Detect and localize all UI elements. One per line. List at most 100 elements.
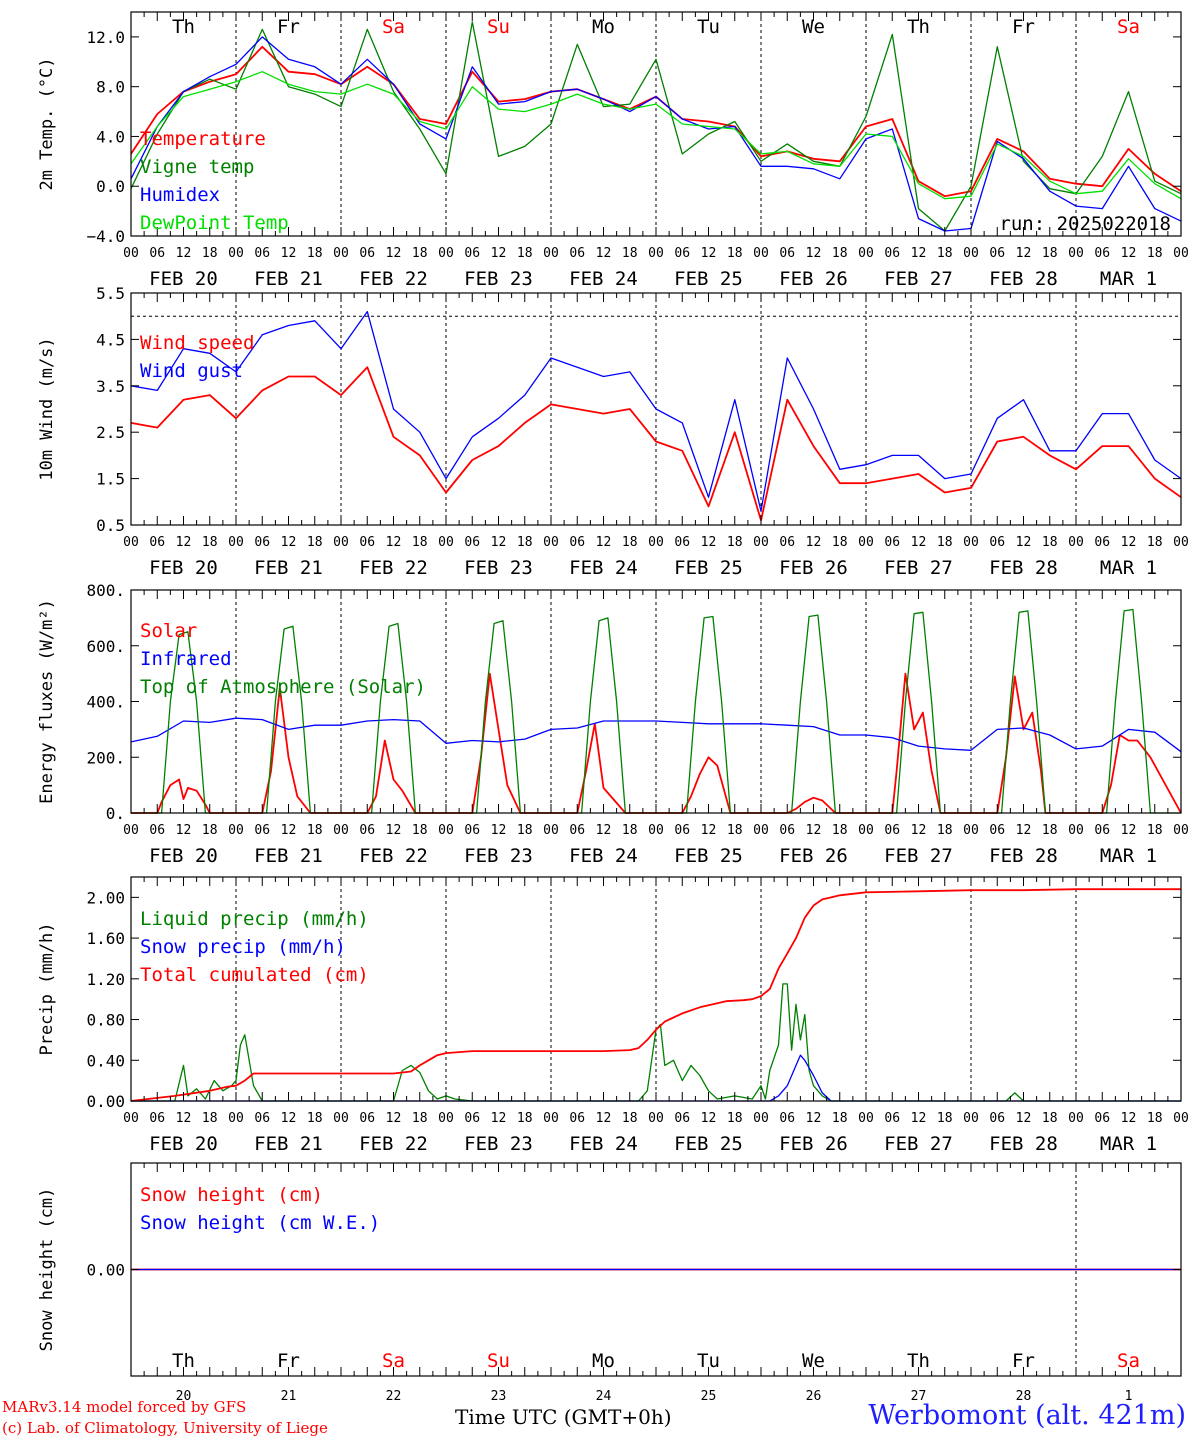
hour-tick-label: 06 bbox=[989, 246, 1005, 261]
day-number-label: 22 bbox=[386, 1389, 402, 1404]
hour-tick-label: 12 bbox=[1121, 823, 1137, 838]
hour-tick-label: 06 bbox=[779, 535, 795, 550]
y-tick-label: −4.0 bbox=[86, 227, 125, 246]
hour-tick-label: 00 bbox=[648, 535, 664, 550]
date-label: FEB 22 bbox=[359, 268, 428, 290]
date-label: FEB 24 bbox=[569, 268, 638, 290]
hour-tick-label: 06 bbox=[359, 1111, 375, 1126]
hour-tick-label: 06 bbox=[779, 1111, 795, 1126]
y-tick-label: 0.80 bbox=[86, 1011, 125, 1030]
hour-tick-label: 18 bbox=[1042, 535, 1058, 550]
series-line-infrared bbox=[130, 717, 1182, 753]
hour-tick-label: 18 bbox=[412, 1111, 428, 1126]
hour-tick-label: 06 bbox=[1094, 823, 1110, 838]
hour-tick-label: 00 bbox=[543, 535, 559, 550]
hour-tick-label: 18 bbox=[307, 1111, 323, 1126]
hour-tick-label: 18 bbox=[727, 535, 743, 550]
hour-tick-label: 12 bbox=[1121, 1111, 1137, 1126]
hour-tick-label: 12 bbox=[1121, 246, 1137, 261]
hour-tick-label: 12 bbox=[911, 1111, 927, 1126]
y-axis-label: 2m Temp. (°C) bbox=[37, 57, 57, 190]
weekday-label: Su bbox=[487, 16, 510, 38]
hour-tick-label: 00 bbox=[333, 823, 349, 838]
hour-tick-label: 06 bbox=[149, 823, 165, 838]
hour-tick-label: 18 bbox=[517, 246, 533, 261]
hour-tick-label: 12 bbox=[491, 1111, 507, 1126]
hour-tick-label: 00 bbox=[543, 823, 559, 838]
hour-tick-label: 06 bbox=[149, 535, 165, 550]
hour-tick-label: 18 bbox=[622, 246, 638, 261]
hour-tick-label: 12 bbox=[596, 1111, 612, 1126]
y-tick-label: 0. bbox=[106, 804, 125, 823]
date-label: FEB 28 bbox=[989, 845, 1058, 867]
date-label: FEB 22 bbox=[359, 845, 428, 867]
date-label: FEB 23 bbox=[464, 268, 533, 290]
hour-tick-label: 18 bbox=[622, 535, 638, 550]
y-tick-label: 200. bbox=[86, 748, 125, 767]
date-label: FEB 25 bbox=[674, 1133, 743, 1155]
hour-tick-label: 12 bbox=[911, 535, 927, 550]
day-number-label: 26 bbox=[806, 1389, 822, 1404]
hour-tick-label: 12 bbox=[176, 823, 192, 838]
hour-tick-label: 00 bbox=[753, 535, 769, 550]
y-tick-label: 4.0 bbox=[96, 127, 125, 146]
hour-tick-label: 18 bbox=[412, 535, 428, 550]
date-label: FEB 27 bbox=[884, 557, 953, 579]
weekday-label: Fr bbox=[1012, 16, 1035, 38]
y-axis-label: Snow height (cm) bbox=[37, 1188, 57, 1352]
hour-tick-label: 06 bbox=[254, 1111, 270, 1126]
date-label: FEB 24 bbox=[569, 557, 638, 579]
hour-tick-label: 18 bbox=[937, 823, 953, 838]
hour-tick-label: 00 bbox=[1068, 246, 1084, 261]
hour-tick-label: 06 bbox=[569, 823, 585, 838]
day-number-label: 25 bbox=[701, 1389, 717, 1404]
hour-tick-label: 00 bbox=[438, 1111, 454, 1126]
hour-tick-label: 12 bbox=[596, 823, 612, 838]
y-axis-label: Precip (mm/h) bbox=[37, 922, 57, 1055]
hour-tick-label: 12 bbox=[176, 1111, 192, 1126]
legend-entry: Snow precip (mm/h) bbox=[140, 936, 346, 958]
hour-tick-label: 00 bbox=[228, 1111, 244, 1126]
hour-tick-label: 00 bbox=[228, 246, 244, 261]
y-axis-label: 10m Wind (m/s) bbox=[37, 337, 57, 480]
hour-tick-label: 18 bbox=[517, 535, 533, 550]
hour-tick-label: 06 bbox=[464, 823, 480, 838]
hour-tick-label: 00 bbox=[438, 246, 454, 261]
hour-tick-label: 12 bbox=[1016, 246, 1032, 261]
date-label: FEB 21 bbox=[254, 557, 323, 579]
hour-tick-label: 12 bbox=[701, 246, 717, 261]
hour-tick-label: 18 bbox=[412, 823, 428, 838]
weekday-label: Th bbox=[172, 1350, 195, 1372]
weekday-label: Fr bbox=[1012, 1350, 1035, 1372]
hour-tick-label: 00 bbox=[1173, 246, 1189, 261]
hour-tick-label: 12 bbox=[281, 1111, 297, 1126]
series-line-vigne-temp bbox=[130, 21, 1182, 232]
hour-tick-label: 00 bbox=[753, 246, 769, 261]
hour-tick-label: 06 bbox=[464, 535, 480, 550]
lab-credit: (c) Lab. of Climatology, University of L… bbox=[2, 1419, 328, 1437]
hour-tick-label: 06 bbox=[674, 823, 690, 838]
weekday-label: We bbox=[802, 16, 825, 38]
hour-tick-label: 06 bbox=[884, 1111, 900, 1126]
y-axis-label: Energy fluxes (W/m²) bbox=[37, 599, 57, 804]
hour-tick-label: 00 bbox=[333, 535, 349, 550]
date-label: FEB 26 bbox=[779, 1133, 848, 1155]
hour-tick-label: 12 bbox=[176, 246, 192, 261]
hour-tick-label: 06 bbox=[1094, 246, 1110, 261]
hour-tick-label: 12 bbox=[176, 535, 192, 550]
hour-tick-label: 18 bbox=[202, 1111, 218, 1126]
date-label: FEB 20 bbox=[149, 268, 218, 290]
hour-tick-label: 18 bbox=[832, 823, 848, 838]
hour-tick-label: 00 bbox=[858, 535, 874, 550]
hour-tick-label: 06 bbox=[569, 246, 585, 261]
hour-tick-label: 18 bbox=[517, 823, 533, 838]
y-tick-label: 0.0 bbox=[96, 177, 125, 196]
weekday-label: Tu bbox=[697, 1350, 720, 1372]
date-label: FEB 25 bbox=[674, 845, 743, 867]
legend-entry: Total cumulated (cm) bbox=[140, 964, 369, 986]
hour-tick-label: 00 bbox=[648, 1111, 664, 1126]
hour-tick-label: 00 bbox=[1173, 823, 1189, 838]
hour-tick-label: 18 bbox=[727, 823, 743, 838]
date-label: FEB 21 bbox=[254, 268, 323, 290]
hour-tick-label: 12 bbox=[1016, 1111, 1032, 1126]
